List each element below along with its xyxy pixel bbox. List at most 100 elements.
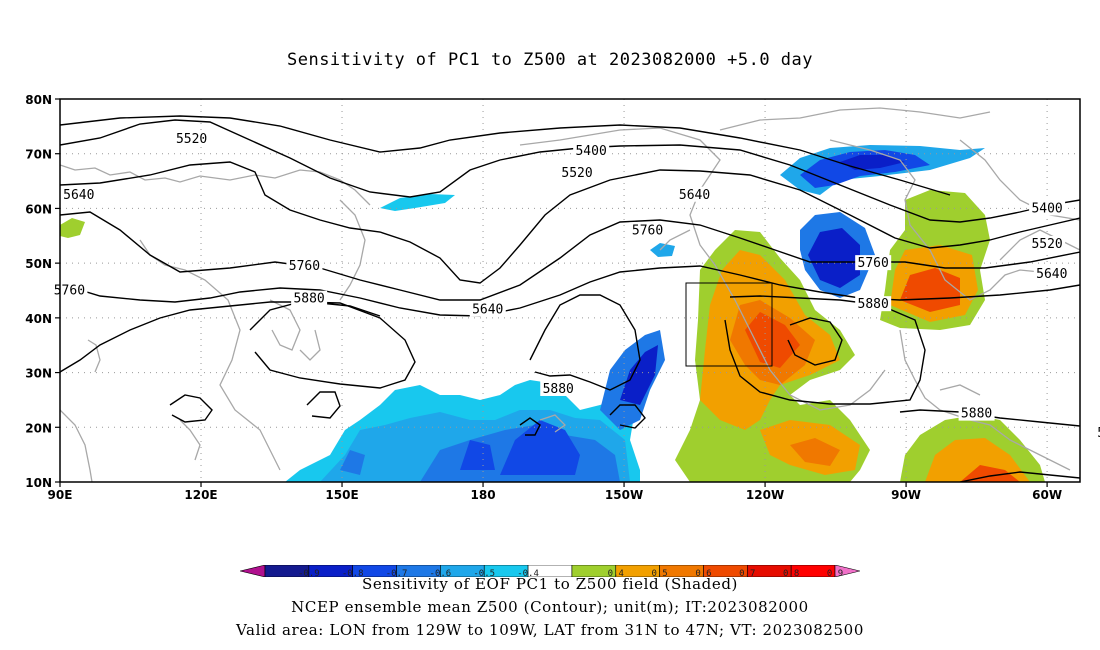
svg-text:5520: 5520 — [1031, 237, 1062, 252]
lon-tick-label: 60W — [1032, 488, 1062, 502]
lon-tick-label: 90W — [891, 488, 921, 502]
lon-tick-label: 150E — [325, 488, 358, 502]
z500-contour-line — [529, 294, 641, 391]
contour-label: 5760 — [51, 282, 88, 299]
sensitivity-area — [460, 440, 495, 470]
sensitivity-area — [840, 155, 905, 170]
lat-tick-label: 30N — [25, 367, 52, 381]
sensitivity-area — [620, 345, 658, 405]
z500-contour-line — [609, 404, 646, 429]
colorbar-tick-label: 0.8 — [783, 569, 799, 577]
contour-label: 5640 — [1033, 266, 1070, 282]
svg-text:5520: 5520 — [561, 166, 592, 181]
contour-label: 5640 — [676, 186, 713, 203]
z500-contour-line — [787, 317, 843, 366]
coastlines — [60, 107, 1080, 482]
contour-label: 5520 — [559, 164, 596, 181]
lon-tick-label: 180 — [471, 488, 496, 502]
colorbar-tick-label: 0.6 — [695, 569, 711, 577]
contour-label: 5640 — [469, 301, 506, 318]
svg-text:5640: 5640 — [1036, 267, 1067, 282]
contour-label: 5520 — [1029, 235, 1066, 252]
svg-text:5640: 5640 — [472, 303, 503, 318]
svg-text:5880: 5880 — [961, 407, 992, 422]
chart-title: Sensitivity of PC1 to Z500 at 2023082000… — [286, 50, 813, 70]
contour-label: 5760 — [855, 255, 892, 271]
colorbar-tick-label: -0.9 — [298, 569, 320, 577]
svg-text:5640: 5640 — [679, 188, 710, 203]
sensitivity-area — [960, 465, 1020, 482]
caption-valid-area: Valid area: LON from 129W to 109W, LAT f… — [236, 621, 864, 639]
contour-label: 5880 — [540, 380, 577, 397]
colorbar-tick-label: 0.9 — [827, 569, 843, 577]
lat-tick-label: 10N — [25, 476, 52, 490]
colorbar: -0.9 -0.8 -0.7 -0.6 -0.5 -0.4 0.4 0.5 0.6 0.7 0.8 0… — [240, 565, 860, 577]
caption-shading: Sensitivity of EOF PC1 to Z500 field (Sh… — [361, 575, 739, 593]
contour-label: 5880 — [855, 296, 892, 312]
z500-contour-line — [169, 394, 213, 423]
colorbar-arrow-right — [834, 565, 860, 577]
contour-label: 5760 — [629, 222, 666, 238]
lon-tick-label: 120E — [184, 488, 217, 502]
gridlines — [60, 99, 1080, 482]
caption-contour: NCEP ensemble mean Z500 (Contour); unit(… — [291, 598, 809, 616]
sensitivity-area — [808, 228, 860, 288]
lat-tick-label: 20N — [25, 421, 52, 435]
contour-label: 5640 — [60, 186, 97, 203]
svg-text:5880: 5880 — [543, 382, 574, 397]
svg-text:5760: 5760 — [858, 256, 889, 271]
colorbar-tick-label: -0.8 — [342, 569, 364, 577]
sensitivity-area — [650, 243, 675, 257]
z500-contour-line — [60, 301, 381, 373]
svg-text:5400: 5400 — [1031, 201, 1062, 216]
z500-contour-line — [959, 471, 1080, 482]
z500-contour-line — [519, 417, 541, 436]
colorbar-tick-label: -0.5 — [473, 569, 495, 577]
contour-label: 5400 — [1029, 200, 1066, 216]
lon-tick-label: 120W — [746, 488, 784, 502]
svg-text:5880: 5880 — [293, 292, 324, 307]
svg-text:5760: 5760 — [54, 284, 85, 299]
z500-contour-line — [306, 391, 341, 419]
sensitivity-area — [500, 420, 580, 475]
contour-label: 5520 — [173, 130, 210, 147]
svg-text:5880: 5880 — [858, 297, 889, 312]
contour-label: 5880 — [1094, 424, 1100, 441]
sensitivity-area — [60, 218, 85, 238]
svg-text:5760: 5760 — [632, 223, 663, 238]
lat-tick-label: 40N — [25, 312, 52, 326]
svg-text:5400: 5400 — [575, 144, 606, 159]
colorbar-tick-label: -0.4 — [517, 569, 539, 577]
colorbar-tick-label: -0.6 — [430, 569, 452, 577]
contour-label: 5760 — [286, 257, 323, 274]
z500-contour-line — [60, 115, 951, 196]
z500-contour-line — [724, 295, 926, 405]
lat-tick-label: 60N — [25, 202, 52, 216]
contour-label: 5880 — [958, 405, 995, 422]
sensitivity-area — [790, 438, 840, 466]
sensitivity-area — [340, 450, 365, 475]
colorbar-tick-label: -0.7 — [386, 569, 408, 577]
svg-text:5640: 5640 — [63, 188, 94, 203]
valid-area-box — [685, 282, 773, 367]
lat-tick-label: 50N — [25, 257, 52, 271]
colorbar-tick-label: 0.4 — [608, 569, 624, 577]
svg-text:5880: 5880 — [1097, 426, 1100, 441]
colorbar-tick-label: 0.7 — [739, 569, 755, 577]
lon-tick-label: 150W — [605, 488, 643, 502]
lat-tick-label: 80N — [25, 93, 52, 107]
lon-tick-label: 90E — [48, 488, 73, 502]
sensitivity-area — [380, 194, 455, 211]
svg-text:5760: 5760 — [289, 259, 320, 274]
z500-contour-line — [249, 301, 416, 389]
z500-contour-line — [60, 119, 1080, 223]
lat-tick-label: 70N — [25, 148, 52, 162]
contour-label: 5880 — [291, 290, 328, 307]
contour-label: 5400 — [573, 142, 610, 159]
contour-labels: 5520 5400 5520 5640 5640 5760 5760 5880 5640 5760… — [51, 130, 1100, 441]
z500-contour-line — [60, 161, 1080, 284]
svg-text:5520: 5520 — [176, 132, 207, 147]
colorbar-tick-label: 0.5 — [651, 569, 667, 577]
